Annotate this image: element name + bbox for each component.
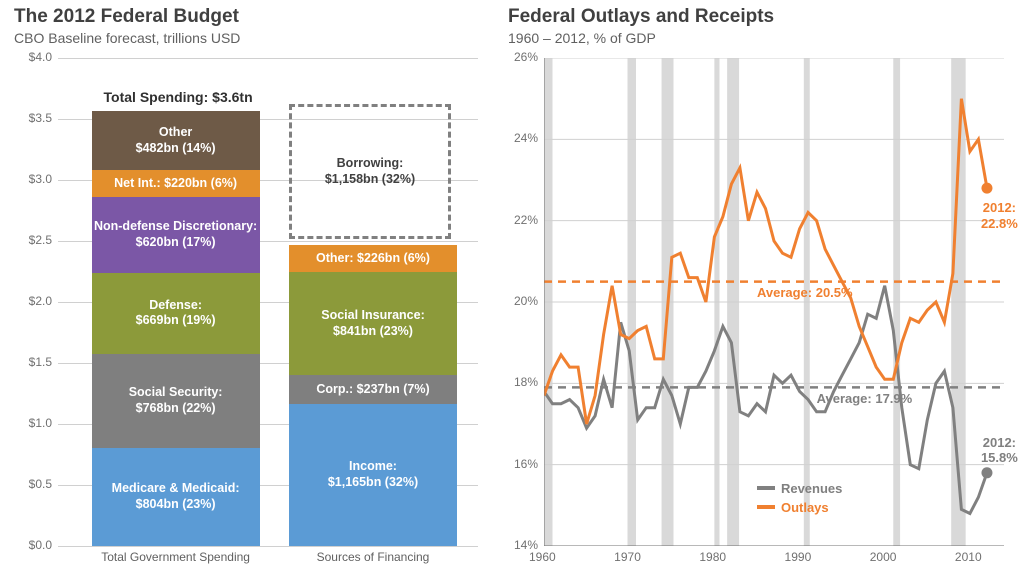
left-plot-area: $0.0$0.5$1.0$1.5$2.0$2.5$3.0$3.5$4.0Tota… <box>58 58 478 546</box>
category-label: Sources of Financing <box>279 550 467 564</box>
gridline <box>58 546 478 547</box>
outlays-end-callout: 2012:22.8% <box>981 200 1018 231</box>
y-axis-label: $0.5 <box>29 477 52 491</box>
legend-swatch <box>757 486 775 490</box>
bar-segment: Non-defense Discretionary:$620bn (17%) <box>92 197 260 273</box>
legend-label: Revenues <box>781 481 842 496</box>
line-chart-svg <box>544 58 1004 546</box>
bar-segment: Other: $226bn (6%) <box>289 245 457 273</box>
y-axis-label: $2.5 <box>29 233 52 247</box>
outlays-end-marker <box>981 183 992 194</box>
right-plot-area: 14%16%18%20%22%24%26%1960197019801990200… <box>544 58 1004 546</box>
y-axis-label: 18% <box>514 375 538 389</box>
segment-value: $768bn (22%) <box>92 401 260 417</box>
segment-label: Other <box>92 125 260 141</box>
bar-segment: Social Security:$768bn (22%) <box>92 354 260 448</box>
segment-label: Non-defense Discretionary: <box>92 219 260 235</box>
category-label: Total Government Spending <box>82 550 270 564</box>
revenues-average-label: Average: 17.9% <box>817 391 913 406</box>
x-axis-label: 2000 <box>870 550 897 564</box>
legend: Revenues Outlays <box>757 481 842 515</box>
y-axis-label: 24% <box>514 131 538 145</box>
x-axis-label: 1990 <box>785 550 812 564</box>
legend-item-revenues: Revenues <box>757 481 842 496</box>
segment-label: Medicare & Medicaid: <box>92 481 260 497</box>
borrowing-box: Borrowing:$1,158bn (32%) <box>289 104 451 239</box>
outlays-line <box>544 99 987 424</box>
left-title: The 2012 Federal Budget <box>14 6 239 28</box>
x-axis-label: 1970 <box>614 550 641 564</box>
segment-label: Income: <box>289 459 457 475</box>
bar-segment: Social Insurance:$841bn (23%) <box>289 272 457 375</box>
segment-label: Social Insurance: <box>289 308 457 324</box>
y-axis-label: $2.0 <box>29 294 52 308</box>
segment-label: Other: $226bn (6%) <box>289 251 457 267</box>
revenues-end-callout: 2012:15.8% <box>981 435 1018 466</box>
segment-value: $1,165bn (32%) <box>289 475 457 491</box>
bar-segment: Defense:$669bn (19%) <box>92 273 260 355</box>
segment-value: $841bn (23%) <box>289 324 457 340</box>
outlays-panel: Federal Outlays and Receipts 1960 – 2012… <box>494 0 1024 576</box>
borrowing-value: $1,158bn (32%) <box>292 171 448 187</box>
segment-label: Corp.: $237bn (7%) <box>289 382 457 398</box>
x-axis-label: 1960 <box>529 550 556 564</box>
y-axis-label: $1.5 <box>29 355 52 369</box>
segment-value: $620bn (17%) <box>92 235 260 251</box>
segment-value: $482bn (14%) <box>92 141 260 157</box>
outlays-average-label: Average: 20.5% <box>757 285 853 300</box>
x-axis-label: 2010 <box>955 550 982 564</box>
left-subtitle: CBO Baseline forecast, trillions USD <box>14 30 240 46</box>
y-axis-label: 22% <box>514 213 538 227</box>
bar-segment: Income:$1,165bn (32%) <box>289 404 457 546</box>
y-axis-label: 16% <box>514 457 538 471</box>
budget-panel: The 2012 Federal Budget CBO Baseline for… <box>0 0 494 576</box>
legend-label: Outlays <box>781 500 829 515</box>
borrowing-label: Borrowing: <box>292 155 448 171</box>
bar-segment: Net Int.: $220bn (6%) <box>92 170 260 197</box>
total-spending-label: Total Spending: $3.6tn <box>87 89 270 105</box>
bar-segment: Medicare & Medicaid:$804bn (23%) <box>92 448 260 546</box>
bar-segment: Other$482bn (14%) <box>92 111 260 170</box>
y-axis-label: $0.0 <box>29 538 52 552</box>
y-axis-label: 20% <box>514 294 538 308</box>
legend-item-outlays: Outlays <box>757 500 842 515</box>
y-axis-label: $4.0 <box>29 50 52 64</box>
segment-value: $669bn (19%) <box>92 313 260 329</box>
legend-swatch <box>757 505 775 509</box>
segment-value: $804bn (23%) <box>92 497 260 513</box>
y-axis-label: 26% <box>514 50 538 64</box>
y-axis-label: $3.0 <box>29 172 52 186</box>
y-axis-label: $1.0 <box>29 416 52 430</box>
y-axis-label: $3.5 <box>29 111 52 125</box>
right-subtitle: 1960 – 2012, % of GDP <box>508 30 656 46</box>
segment-label: Social Security: <box>92 385 260 401</box>
segment-label: Defense: <box>92 298 260 314</box>
x-axis-label: 1980 <box>699 550 726 564</box>
right-title: Federal Outlays and Receipts <box>508 6 774 28</box>
revenues-end-marker <box>981 467 992 478</box>
bar-segment: Corp.: $237bn (7%) <box>289 375 457 404</box>
segment-label: Net Int.: $220bn (6%) <box>92 176 260 192</box>
gridline <box>58 58 478 59</box>
